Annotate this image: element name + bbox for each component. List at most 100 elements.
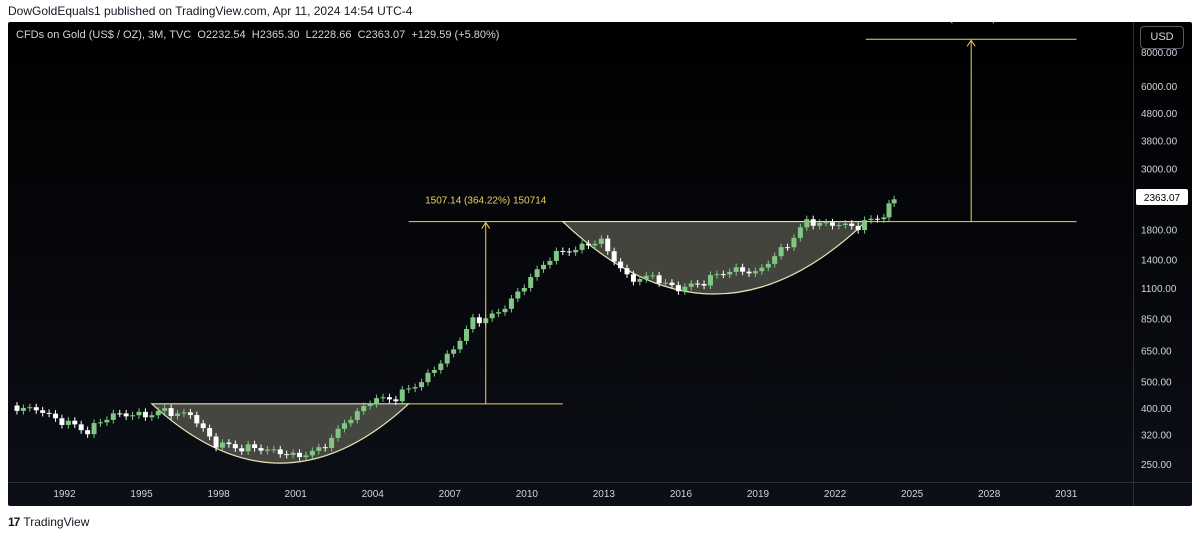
y-tick-label: 650.00 <box>1141 346 1172 357</box>
currency-button[interactable]: USD <box>1140 26 1184 49</box>
candle-body <box>444 353 450 364</box>
y-tick-label: 500.00 <box>1141 378 1172 389</box>
candle-body <box>714 274 720 276</box>
candle-body <box>361 406 367 412</box>
y-tick-label: 6000.00 <box>1141 82 1178 93</box>
candle-body <box>573 249 579 253</box>
candle-body <box>650 275 656 277</box>
candle-body <box>862 220 868 231</box>
candle-body <box>252 444 258 449</box>
candle-body <box>547 260 553 265</box>
x-tick-label: 2007 <box>439 489 462 500</box>
candle-body <box>219 442 225 448</box>
candle-body <box>380 397 386 399</box>
x-tick-label: 2004 <box>362 489 385 500</box>
candle-body <box>277 449 283 455</box>
candle-body <box>772 256 778 264</box>
candle-body <box>335 428 341 438</box>
measure-arrow-head <box>481 221 491 229</box>
candle-body <box>630 274 636 282</box>
tradingview-footer[interactable]: 17 TradingView <box>8 515 89 529</box>
candle-body <box>393 399 399 402</box>
candle-body <box>354 411 360 420</box>
candle-body <box>329 437 335 448</box>
candle-body <box>425 372 431 383</box>
candle-body <box>695 283 701 285</box>
candle-body <box>271 449 277 451</box>
candle-body <box>78 424 84 431</box>
candle-body <box>733 267 739 272</box>
candle-body <box>181 412 187 414</box>
candle-body <box>508 298 514 309</box>
candle-body <box>759 267 765 272</box>
candle-body <box>431 370 437 373</box>
candle-body <box>675 285 681 292</box>
candle-body <box>463 329 469 341</box>
candle-body <box>303 455 309 458</box>
y-tick-label: 250.00 <box>1141 460 1172 471</box>
candle-body <box>386 397 392 400</box>
tradingview-brand: TradingView <box>23 515 90 529</box>
candle-body <box>155 410 161 416</box>
symbol-legend: CFDs on Gold (US$ / OZ), 3M, TVC O2232.5… <box>16 29 499 41</box>
candle-body <box>560 250 566 252</box>
candle-body <box>566 251 572 253</box>
gold-price-chart[interactable]: 8000.00 6000.00 4800.00 3800.00 3000.00 1800.… <box>8 22 1192 506</box>
candle-body <box>502 308 508 313</box>
x-tick-label: 2022 <box>824 489 847 500</box>
candle-body <box>117 413 123 415</box>
candle-body <box>727 271 733 275</box>
candle-body <box>797 227 803 238</box>
candle-body <box>451 349 457 354</box>
candle-body <box>239 448 245 452</box>
candle-body <box>656 275 662 284</box>
candle-body <box>470 317 476 330</box>
y-tick-label: 1100.00 <box>1141 284 1177 295</box>
candle-body <box>849 223 855 226</box>
candle-body <box>707 275 713 286</box>
candle-body <box>194 415 200 424</box>
candle-body <box>515 291 521 299</box>
candle-body <box>765 263 771 268</box>
candle-body <box>27 407 33 409</box>
candle-body <box>817 222 823 226</box>
candle-body <box>232 444 238 449</box>
x-tick-label: 1998 <box>207 489 230 500</box>
y-tick-label: 4800.00 <box>1141 109 1178 120</box>
candle-body <box>688 283 694 287</box>
candle-body <box>553 250 559 261</box>
candle-body <box>53 413 59 419</box>
candle-body <box>528 277 534 288</box>
x-tick-label: 2016 <box>670 489 693 500</box>
candle-body <box>579 243 585 250</box>
chart-canvas[interactable]: 8000.00 6000.00 4800.00 3800.00 3000.00 1800.… <box>8 22 1192 506</box>
x-tick-label: 2019 <box>747 489 770 500</box>
candle-body <box>245 444 251 452</box>
candle-body <box>399 389 405 402</box>
candle-body <box>59 418 65 425</box>
candle-body <box>130 415 136 417</box>
candle-body <box>264 449 270 451</box>
candle-body <box>778 247 784 257</box>
candle-body <box>14 405 20 411</box>
candle-body <box>149 415 155 418</box>
last-price-badge <box>1136 189 1188 206</box>
candle-body <box>348 419 354 424</box>
x-tick-label: 2013 <box>593 489 616 500</box>
candle-body <box>836 225 842 227</box>
candle-body <box>258 448 264 451</box>
candle-body <box>881 217 887 220</box>
candle-body <box>720 274 726 276</box>
candle-body <box>476 317 482 324</box>
x-tick-label: 2031 <box>1055 489 1078 500</box>
candle-body <box>309 450 315 456</box>
candle-body <box>534 269 540 278</box>
x-tick-label: 2028 <box>978 489 1001 500</box>
candle-body <box>290 452 296 455</box>
candle-body <box>701 283 707 286</box>
candle-body <box>611 251 617 262</box>
candle-body <box>496 312 502 314</box>
legend-symbol: CFDs on Gold (US$ / OZ), 3M, TVC O2232.5… <box>16 29 500 41</box>
candle-body <box>829 222 835 226</box>
candle-body <box>810 219 816 226</box>
